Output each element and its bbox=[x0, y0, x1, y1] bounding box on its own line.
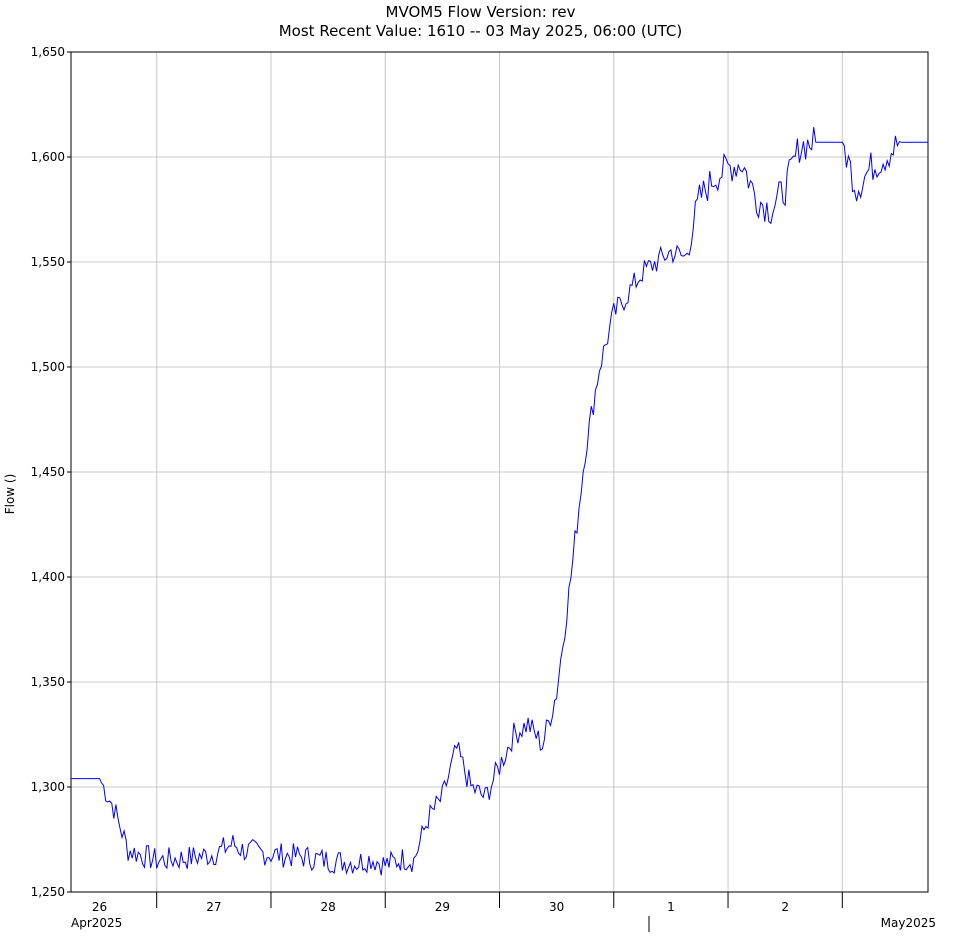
x-day-label: 28 bbox=[320, 900, 335, 914]
y-tick-label: 1,550 bbox=[31, 255, 65, 269]
y-axis-label: Flow () bbox=[3, 474, 17, 515]
x-day-label: 30 bbox=[549, 900, 564, 914]
y-tick-label: 1,600 bbox=[31, 150, 65, 164]
x-day-label: 27 bbox=[206, 900, 221, 914]
series-line-flow bbox=[71, 127, 928, 876]
chart-subtitle: Most Recent Value: 1610 -- 03 May 2025, … bbox=[278, 22, 683, 40]
x-day-label: 26 bbox=[92, 900, 107, 914]
x-day-label: 29 bbox=[435, 900, 450, 914]
y-tick-label: 1,250 bbox=[31, 885, 65, 899]
x-month-label: Apr2025 bbox=[71, 916, 122, 930]
chart-title: MVOM5 Flow Version: rev bbox=[385, 3, 576, 21]
y-tick-label: 1,350 bbox=[31, 675, 65, 689]
y-tick-label: 1,450 bbox=[31, 465, 65, 479]
y-tick-label: 1,500 bbox=[31, 360, 65, 374]
grid-lines bbox=[71, 51, 928, 893]
x-day-label: 1 bbox=[667, 900, 675, 914]
y-axis: 1,250 1,300 1,350 1,400 1,450 1,500 1,550 1,600… bbox=[31, 45, 71, 899]
y-tick-label: 1,400 bbox=[31, 570, 65, 584]
y-tick-label: 1,650 bbox=[31, 45, 65, 59]
x-axis: 26 27 28 29 30 1 2 Apr2025 May2025 bbox=[71, 892, 936, 932]
y-tick-label: 1,300 bbox=[31, 780, 65, 794]
x-day-label: 2 bbox=[781, 900, 789, 914]
x-month-label: May2025 bbox=[881, 916, 936, 930]
